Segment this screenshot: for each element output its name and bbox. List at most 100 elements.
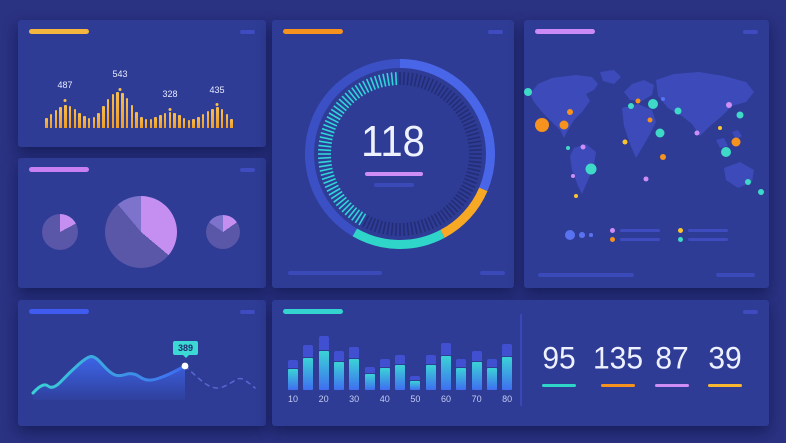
- wave-bar[interactable]: [230, 119, 233, 128]
- map-data-dot[interactable]: [647, 117, 653, 123]
- wave-bar[interactable]: [140, 117, 143, 128]
- map-data-dot[interactable]: [585, 163, 597, 175]
- map-data-dot[interactable]: [718, 126, 722, 130]
- stacked-bar[interactable]: [395, 355, 406, 390]
- wave-bar[interactable]: [97, 113, 100, 128]
- wave-bar[interactable]: [144, 119, 148, 128]
- wave-bar[interactable]: [149, 119, 153, 128]
- stacked-bar[interactable]: [349, 347, 360, 390]
- pie-chart[interactable]: [42, 214, 78, 250]
- wave-bar[interactable]: [59, 107, 62, 128]
- line-chart[interactable]: [18, 300, 266, 426]
- map-data-dot[interactable]: [580, 144, 586, 150]
- wave-bar[interactable]: [163, 113, 167, 128]
- wave-bar[interactable]: [173, 113, 176, 128]
- map-data-dot[interactable]: [648, 99, 658, 109]
- chart-tooltip[interactable]: 389: [173, 341, 198, 355]
- map-data-dot[interactable]: [655, 128, 665, 138]
- panel-menu-pill[interactable]: [240, 168, 255, 172]
- wave-bar[interactable]: [83, 116, 86, 128]
- wave-bar[interactable]: [178, 115, 181, 128]
- stacked-bar-chart[interactable]: [288, 314, 520, 390]
- wave-bar[interactable]: [106, 99, 110, 128]
- wave-bar[interactable]: [154, 117, 157, 128]
- map-data-dot[interactable]: [622, 139, 628, 145]
- wave-bar[interactable]: [135, 112, 138, 128]
- map-data-dot[interactable]: [643, 176, 649, 182]
- wave-bar[interactable]: [159, 115, 162, 128]
- wave-bar[interactable]: [220, 109, 224, 128]
- wave-bar[interactable]: [49, 114, 53, 128]
- pie-chart[interactable]: [105, 196, 177, 268]
- wave-bar[interactable]: [187, 120, 191, 128]
- map-data-dot[interactable]: [758, 189, 764, 195]
- wave-bar[interactable]: [92, 117, 96, 128]
- stacked-bar[interactable]: [486, 359, 497, 390]
- wave-bar[interactable]: [54, 110, 58, 128]
- wave-bar[interactable]: [102, 106, 105, 128]
- wave-bar[interactable]: [201, 114, 205, 128]
- wave-bar[interactable]: [125, 98, 129, 128]
- donut-chart[interactable]: [305, 59, 495, 249]
- map-data-dot[interactable]: [559, 120, 569, 130]
- map-data-dot[interactable]: [524, 88, 532, 96]
- stacked-bar[interactable]: [410, 376, 421, 390]
- panel-menu-pill[interactable]: [743, 30, 758, 34]
- map-data-dot[interactable]: [566, 146, 570, 150]
- panel-menu-pill[interactable]: [240, 310, 255, 314]
- map-data-dot[interactable]: [574, 194, 578, 198]
- stacked-bar[interactable]: [471, 351, 482, 390]
- wave-bar-chart[interactable]: 487 543 328 435: [18, 20, 266, 147]
- panel-menu-pill[interactable]: [743, 310, 758, 314]
- map-data-dot[interactable]: [674, 107, 682, 115]
- wave-bar[interactable]: [197, 117, 200, 128]
- wave-bar[interactable]: [45, 118, 48, 128]
- world-map[interactable]: [524, 68, 769, 208]
- pie-chart[interactable]: [206, 215, 240, 249]
- stacked-bar[interactable]: [441, 343, 451, 390]
- map-data-dot[interactable]: [745, 179, 751, 185]
- map-data-dot[interactable]: [571, 174, 575, 178]
- wave-bar[interactable]: [64, 105, 67, 128]
- stacked-bar[interactable]: [333, 351, 344, 390]
- pie-chart-group[interactable]: [18, 158, 266, 288]
- map-data-dot[interactable]: [567, 109, 573, 115]
- map-data-dot[interactable]: [721, 147, 731, 157]
- wave-bar[interactable]: [116, 92, 119, 128]
- stacked-bar[interactable]: [288, 360, 298, 390]
- map-data-dot[interactable]: [660, 154, 666, 160]
- wave-bar[interactable]: [225, 114, 229, 128]
- wave-bar[interactable]: [121, 93, 124, 128]
- map-data-dot[interactable]: [661, 97, 665, 101]
- stacked-bar[interactable]: [379, 359, 390, 390]
- stacked-bar[interactable]: [318, 336, 329, 390]
- map-data-dot[interactable]: [635, 98, 641, 104]
- map-data-dot[interactable]: [694, 130, 700, 136]
- gauge-tick: [328, 112, 341, 121]
- wave-bar[interactable]: [130, 105, 134, 128]
- highlight-point[interactable]: [181, 362, 189, 370]
- stacked-bar[interactable]: [456, 359, 467, 390]
- wave-bar[interactable]: [87, 118, 91, 128]
- stacked-bar[interactable]: [502, 344, 513, 390]
- map-data-dot[interactable]: [628, 103, 634, 109]
- stacked-bar[interactable]: [425, 355, 436, 390]
- wave-bar[interactable]: [192, 119, 195, 128]
- wave-bar[interactable]: [182, 118, 186, 128]
- wave-bar[interactable]: [216, 107, 219, 128]
- map-data-dot[interactable]: [535, 118, 549, 132]
- stacked-bar[interactable]: [364, 367, 375, 390]
- panel-menu-pill[interactable]: [240, 30, 255, 34]
- wave-bar[interactable]: [211, 109, 214, 128]
- wave-bar[interactable]: [168, 112, 172, 128]
- map-data-dot[interactable]: [731, 137, 741, 147]
- map-data-dot[interactable]: [736, 111, 744, 119]
- wave-bar[interactable]: [78, 113, 81, 128]
- wave-bar[interactable]: [73, 109, 77, 128]
- map-data-dot[interactable]: [726, 102, 732, 108]
- wave-bar[interactable]: [68, 106, 72, 128]
- wave-bar[interactable]: [206, 111, 210, 128]
- panel-menu-pill[interactable]: [488, 30, 503, 34]
- stacked-bar[interactable]: [303, 345, 314, 390]
- wave-bar[interactable]: [111, 94, 115, 128]
